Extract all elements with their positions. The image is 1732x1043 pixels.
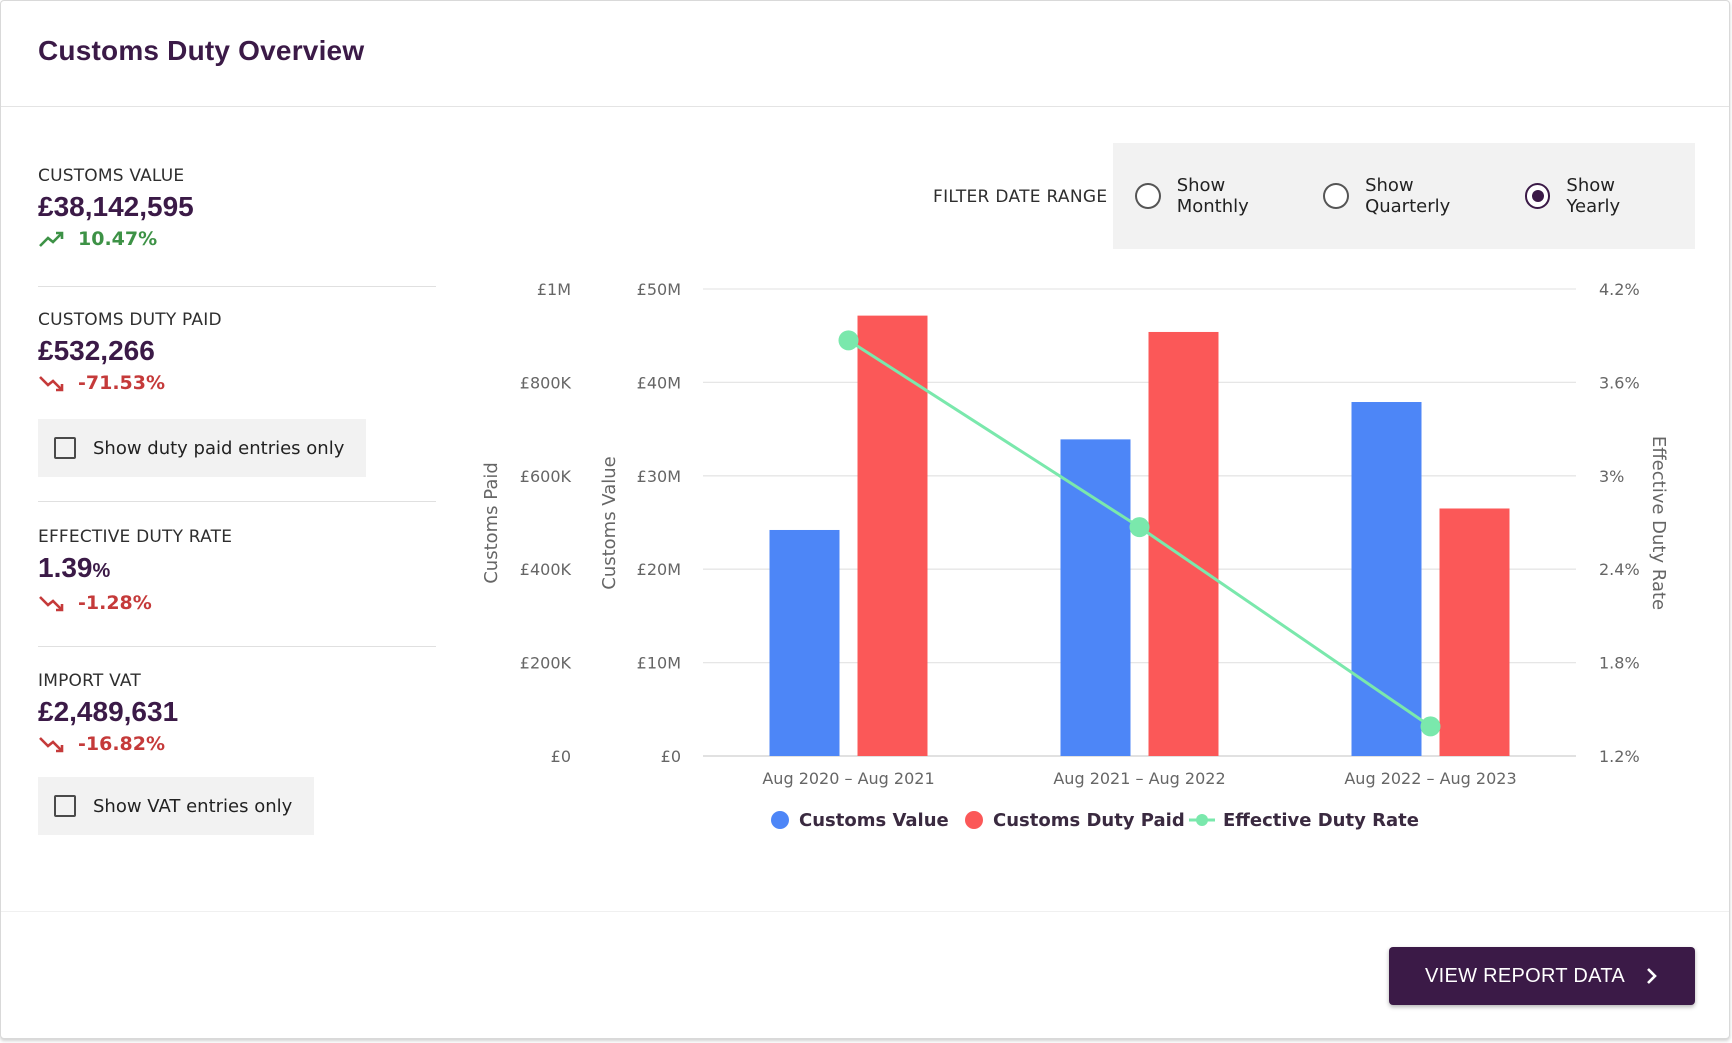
customs-value-tick-label: £50M xyxy=(637,280,681,299)
duty-paid-only-checkbox[interactable]: Show duty paid entries only xyxy=(38,419,367,477)
legend-customs-duty-paid[interactable]: Customs Duty Paid xyxy=(993,810,1185,831)
customs-paid-tick-label: £600K xyxy=(520,467,572,486)
customs-paid-tick-label: £1M xyxy=(537,280,571,299)
checkbox-label: Show duty paid entries only xyxy=(93,437,345,459)
stat-label: CUSTOMS DUTY PAID xyxy=(38,310,222,330)
filter-date-range-label: FILTER DATE RANGE xyxy=(933,187,1108,207)
stat-number: 1.39 xyxy=(38,552,93,583)
vat-only-checkbox[interactable]: Show VAT entries only xyxy=(38,777,315,835)
divider xyxy=(38,286,436,287)
trend-down-icon xyxy=(39,376,64,392)
radio-show-monthly[interactable]: Show Monthly xyxy=(1135,175,1301,217)
radio-label: Show Quarterly xyxy=(1365,175,1451,217)
legend-customs-duty-paid-marker xyxy=(965,811,983,829)
stat-customs-value: CUSTOMS VALUE £38,142,595 10.47% xyxy=(38,166,436,250)
trend-down-icon xyxy=(39,737,64,753)
stat-customs-duty-paid: CUSTOMS DUTY PAID £532,266 -71.53% xyxy=(38,310,436,394)
customs-value-tick-label: £10M xyxy=(637,654,681,673)
customs-paid-tick-label: £400K xyxy=(520,560,572,579)
trend-value: -1.28% xyxy=(78,592,152,614)
category-label: Aug 2020 – Aug 2021 xyxy=(762,769,934,788)
radio-label: Show Monthly xyxy=(1176,175,1249,217)
stat-trend: 10.47% xyxy=(38,228,436,250)
stat-unit: % xyxy=(92,560,111,582)
chevron-right-icon xyxy=(1647,968,1657,984)
bar-customs-value[interactable] xyxy=(769,529,840,756)
stat-value: £38,142,595 xyxy=(38,191,194,222)
card-header: Customs Duty Overview xyxy=(1,1,1729,107)
radio-circle[interactable] xyxy=(1323,183,1350,209)
filter-date-range: Show Monthly Show Quarterly Show Yearly xyxy=(1113,143,1695,249)
customs-paid-tick-label: £200K xyxy=(520,654,572,673)
checkbox-square[interactable] xyxy=(54,437,76,459)
radio-show-quarterly[interactable]: Show Quarterly xyxy=(1323,175,1502,217)
customs-value-tick-label: £20M xyxy=(637,560,681,579)
view-report-data-button[interactable]: VIEW REPORT DATA xyxy=(1389,947,1695,1005)
rate-tick-label: 3.6% xyxy=(1599,373,1640,392)
category-label: Aug 2022 – Aug 2023 xyxy=(1344,769,1516,788)
footer-divider xyxy=(1,911,1729,912)
stat-value: 1.39% xyxy=(38,551,436,588)
rate-axis-title: Effective Duty Rate xyxy=(1648,436,1669,610)
customs-value-axis-title: Customs Value xyxy=(599,456,620,590)
customs-chart: £0 £0 1.2% £200K £10M 1.8% £400K £20M 2.4% £600K £… xyxy=(481,280,1669,831)
trend-value: -16.82% xyxy=(78,733,166,755)
stat-label: EFFECTIVE DUTY RATE xyxy=(38,527,233,547)
customs-paid-tick-label: £800K xyxy=(520,373,572,392)
customs-value-tick-label: £40M xyxy=(637,373,681,392)
stat-label: CUSTOMS VALUE xyxy=(38,166,185,186)
legend-customs-value-marker xyxy=(771,811,789,829)
category-label: Aug 2021 – Aug 2022 xyxy=(1053,769,1225,788)
effective-duty-rate-point[interactable] xyxy=(838,330,859,351)
trend-value: 10.47% xyxy=(78,228,158,250)
stat-label: IMPORT VAT xyxy=(38,671,141,691)
rate-tick-label: 4.2% xyxy=(1599,280,1640,299)
stat-value: £2,489,631 xyxy=(38,696,179,727)
divider xyxy=(38,646,436,647)
bar-customs-duty-paid[interactable] xyxy=(1148,331,1219,756)
radio-circle[interactable] xyxy=(1135,183,1161,209)
radio-show-yearly[interactable]: Show Yearly xyxy=(1524,175,1673,217)
rate-tick-label: 1.8% xyxy=(1599,654,1640,673)
trend-value: -71.53% xyxy=(78,372,166,394)
rate-tick-label: 1.2% xyxy=(1599,747,1640,766)
effective-duty-rate-point[interactable] xyxy=(1420,716,1441,737)
stat-trend: -1.28% xyxy=(38,592,436,614)
button-label: VIEW REPORT DATA xyxy=(1424,964,1625,987)
stat-effective-duty-rate: EFFECTIVE DUTY RATE 1.39% -1.28% xyxy=(38,527,436,614)
stat-trend: -16.82% xyxy=(38,733,436,755)
rate-tick-label: 3% xyxy=(1599,467,1624,486)
page-title: Customs Duty Overview xyxy=(38,35,365,66)
legend-customs-value[interactable]: Customs Value xyxy=(799,810,949,831)
rate-tick-label: 2.4% xyxy=(1599,560,1640,579)
trend-up-icon xyxy=(39,231,64,247)
bar-customs-value[interactable] xyxy=(1351,402,1422,756)
radio-circle[interactable] xyxy=(1524,183,1551,209)
checkbox-label: Show VAT entries only xyxy=(93,795,293,817)
legend-effective-duty-rate[interactable]: Effective Duty Rate xyxy=(1223,810,1419,831)
stat-value: £532,266 xyxy=(38,335,155,366)
customs-value-tick-label: £0 xyxy=(661,747,681,766)
stat-import-vat: IMPORT VAT £2,489,631 -16.82% xyxy=(38,671,436,755)
checkbox-square[interactable] xyxy=(54,795,76,817)
customs-paid-axis-title: Customs Paid xyxy=(481,462,502,584)
divider xyxy=(38,501,436,502)
bar-customs-value[interactable] xyxy=(1060,439,1131,756)
trend-down-icon xyxy=(39,596,64,612)
radio-label: Show Yearly xyxy=(1566,175,1621,217)
bar-customs-duty-paid[interactable] xyxy=(1439,508,1510,756)
customs-paid-tick-label: £0 xyxy=(551,747,571,766)
legend-rate-marker xyxy=(1196,814,1208,826)
bar-customs-duty-paid[interactable] xyxy=(857,315,928,756)
customs-value-tick-label: £30M xyxy=(637,467,681,486)
effective-duty-rate-point[interactable] xyxy=(1129,517,1150,538)
stat-trend: -71.53% xyxy=(38,372,436,394)
